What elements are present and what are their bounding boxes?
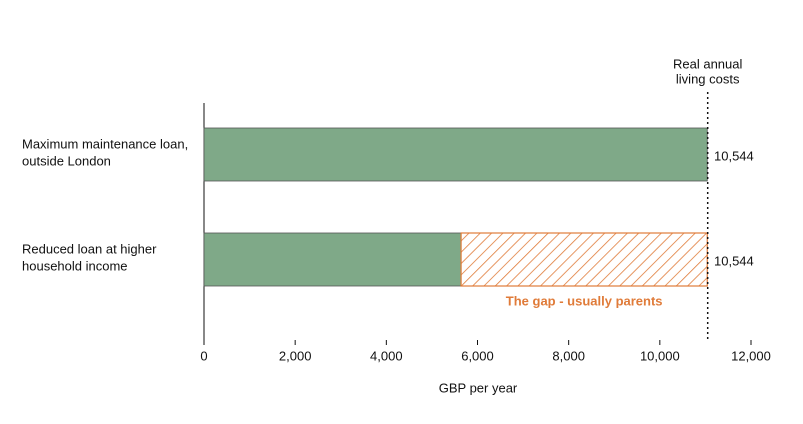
x-tick-label: 10,000 xyxy=(640,348,680,363)
annotation: 10,544 xyxy=(714,253,754,268)
x-tick-label: 6,000 xyxy=(461,348,494,363)
gap-bar xyxy=(460,232,708,287)
category-label: household income xyxy=(22,258,128,273)
category-label: Reduced loan at higher xyxy=(22,241,157,256)
reference-label: Real annual xyxy=(673,56,742,71)
gap-label: The gap - usually parents xyxy=(506,293,663,308)
bar xyxy=(203,232,462,287)
reference-label: living costs xyxy=(676,71,740,86)
x-tick-label: 8,000 xyxy=(552,348,585,363)
x-tick-label: 4,000 xyxy=(370,348,403,363)
annotation: 10,544 xyxy=(714,148,754,163)
x-tick-label: 12,000 xyxy=(731,348,771,363)
x-tick-label: 2,000 xyxy=(279,348,312,363)
x-axis-label: GBP per year xyxy=(439,380,518,395)
category-label: Maximum maintenance loan, xyxy=(22,136,188,151)
bar xyxy=(203,127,708,182)
x-tick-label: 0 xyxy=(200,348,207,363)
category-label: outside London xyxy=(22,153,111,168)
